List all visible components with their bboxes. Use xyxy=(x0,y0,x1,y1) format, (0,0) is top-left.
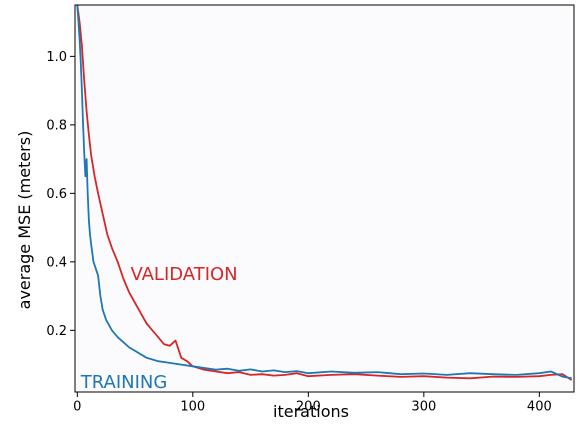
y-tick-label-3: 0.8 xyxy=(46,118,67,133)
x-axis-label: iterations xyxy=(273,402,349,421)
validation-label: VALIDATION xyxy=(130,264,237,285)
y-tick-label-2: 0.6 xyxy=(46,187,67,202)
training-label: TRAINING xyxy=(80,372,168,393)
x-tick-label-200: 200 xyxy=(296,399,321,414)
y-tick-label-4: 1.0 xyxy=(46,50,67,65)
plot-frame xyxy=(74,4,575,393)
y-axis-label: average MSE (meters) xyxy=(15,131,34,310)
training-line xyxy=(76,4,572,380)
validation-line xyxy=(76,4,573,381)
axes-layer: 0 100 200 300 400 0.2 0.4 0.6 0.8 1.0 xyxy=(46,50,551,414)
y-tick-label-1: 0.4 xyxy=(46,255,67,270)
x-tick-label-400: 400 xyxy=(527,399,552,414)
x-tick-label-300: 300 xyxy=(411,399,436,414)
plot-background xyxy=(75,5,574,392)
x-tick-label-0: 0 xyxy=(73,399,81,414)
x-tick-label-100: 100 xyxy=(180,399,205,414)
series-layer: VALIDATION TRAINING xyxy=(76,4,573,393)
y-tick-label-0: 0.2 xyxy=(46,324,67,339)
